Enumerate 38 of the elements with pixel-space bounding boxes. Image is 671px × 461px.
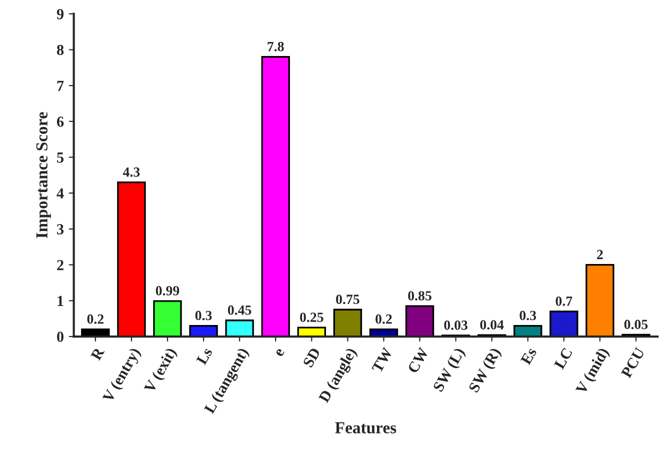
x-axis-title: Features <box>335 422 396 434</box>
data-label: 0.85 <box>408 291 432 301</box>
y-tick-label: 7 <box>57 80 64 91</box>
data-label: 0.3 <box>520 310 536 320</box>
x-tick-label: LC <box>554 348 573 370</box>
x-tick-label: CW <box>407 346 430 374</box>
y-tick-label: 3 <box>57 224 64 234</box>
data-label: 0.7 <box>556 296 572 306</box>
y-tick-label: 9 <box>56 9 64 20</box>
data-label: 0.99 <box>156 286 180 296</box>
x-tick-label: R <box>90 346 105 361</box>
x-tick-label: Es <box>520 346 537 366</box>
data-label: 0.45 <box>228 305 252 315</box>
data-label: 0.2 <box>87 314 104 324</box>
data-label: 0.75 <box>336 294 360 304</box>
data-label: 4.3 <box>122 167 140 177</box>
data-label: 0.25 <box>300 312 324 322</box>
data-label: 0.3 <box>195 310 212 320</box>
y-axis-title: Importance Score <box>36 112 51 238</box>
y-tick-label: 5 <box>57 152 64 163</box>
x-tick-label: TW <box>372 346 393 374</box>
data-label: 0.2 <box>376 314 392 324</box>
y-tick-label: 0 <box>57 332 64 342</box>
y-tick-label: 8 <box>56 44 64 56</box>
data-label: 0.03 <box>444 320 468 330</box>
data-label: 7.8 <box>268 42 284 52</box>
data-label: 0.04 <box>480 320 504 330</box>
y-tick-label: 4 <box>56 188 64 198</box>
x-tick-label: SW (L) <box>432 346 468 394</box>
x-tick-label: Ls <box>196 346 213 366</box>
x-tick-label: e <box>275 348 285 358</box>
y-tick-label: 6 <box>56 116 64 127</box>
x-tick-label: SW (R) <box>468 346 504 395</box>
y-tick-label: 1 <box>58 296 64 306</box>
y-tick-label: 2 <box>57 260 64 270</box>
data-label: 0.05 <box>624 320 648 330</box>
x-tick-label: SD <box>302 347 321 368</box>
data-label: 2 <box>597 250 603 260</box>
